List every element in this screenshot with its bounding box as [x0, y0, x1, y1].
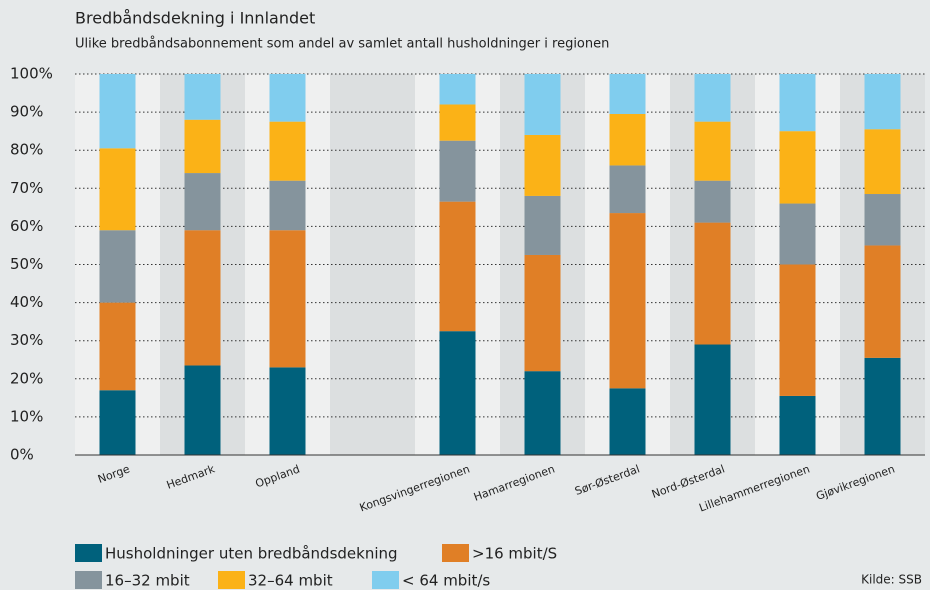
y-tick-label: 10% — [10, 407, 43, 425]
bar-segment — [694, 344, 731, 455]
bar-segment — [609, 388, 646, 455]
y-tick-label: 20% — [10, 369, 43, 387]
bar-segment — [779, 74, 816, 132]
bar-segment — [439, 74, 476, 105]
y-tick-label: 0% — [10, 446, 34, 464]
legend-label: 32–64 mbit — [248, 572, 333, 590]
bar-segment — [779, 203, 816, 265]
legend-swatch — [218, 571, 245, 589]
bar-segment — [864, 245, 901, 358]
bar-segment — [439, 331, 476, 455]
bar-segment — [99, 230, 136, 303]
chart-subtitle: Ulike bredbåndsabonnement som andel av s… — [75, 37, 609, 52]
bar-segment — [524, 74, 561, 135]
legend-swatch — [75, 571, 102, 589]
bar-segment — [99, 390, 136, 455]
bar-segment — [609, 165, 646, 214]
bar-segment — [524, 254, 561, 372]
bar-segment — [864, 129, 901, 195]
chart-title: Bredbåndsdekning i Innlandet — [75, 9, 315, 28]
y-tick-label: 40% — [10, 293, 43, 311]
bar-segment — [609, 74, 646, 115]
bar-segment — [269, 74, 306, 122]
bar-segment — [609, 114, 646, 166]
y-tick-label: 30% — [10, 331, 43, 349]
bar-segment — [269, 121, 306, 181]
bar-segment — [694, 121, 731, 181]
y-tick-label: 70% — [10, 179, 43, 197]
bar-segment — [99, 302, 136, 391]
bar-segment — [864, 74, 901, 130]
column-stripe — [330, 74, 415, 455]
bar-segment — [439, 201, 476, 332]
legend-label: 16–32 mbit — [105, 572, 190, 590]
y-tick-label: 100% — [10, 65, 53, 83]
bar-segment — [524, 134, 561, 196]
legend-swatch — [75, 544, 102, 562]
bar-segment — [694, 222, 731, 345]
bar-segment — [864, 194, 901, 246]
y-tick-label: 80% — [10, 141, 43, 159]
legend-label: Husholdninger uten bredbåndsdekning — [105, 545, 398, 563]
y-tick-label: 60% — [10, 217, 43, 235]
bar-segment — [779, 131, 816, 204]
bar-segment — [779, 264, 816, 396]
bar-segment — [439, 104, 476, 141]
y-tick-label: 50% — [10, 255, 43, 273]
legend-label: >16 mbit/S — [472, 545, 557, 563]
bar-segment — [779, 395, 816, 455]
bar-segment — [694, 74, 731, 122]
y-tick-label: 90% — [10, 103, 43, 121]
source: Kilde: SSB — [861, 573, 922, 587]
bar-segment — [99, 148, 136, 231]
legend-swatch — [442, 544, 469, 562]
bar-segment — [99, 74, 136, 149]
bar-segment — [184, 119, 221, 174]
bar-segment — [184, 230, 221, 366]
bar-segment — [524, 195, 561, 255]
bar-segment — [269, 230, 306, 368]
bar-segment — [184, 365, 221, 455]
legend-swatch — [372, 571, 399, 589]
bar-segment — [184, 173, 221, 231]
legend-label: < 64 mbit/s — [402, 572, 490, 590]
bar-segment — [439, 140, 476, 202]
bar-segment — [269, 367, 306, 455]
bar-segment — [609, 213, 646, 389]
bar-segment — [184, 74, 221, 120]
bar-segment — [864, 357, 901, 455]
bar-segment — [694, 180, 731, 223]
bar-segment — [269, 180, 306, 231]
bar-segment — [524, 371, 561, 455]
